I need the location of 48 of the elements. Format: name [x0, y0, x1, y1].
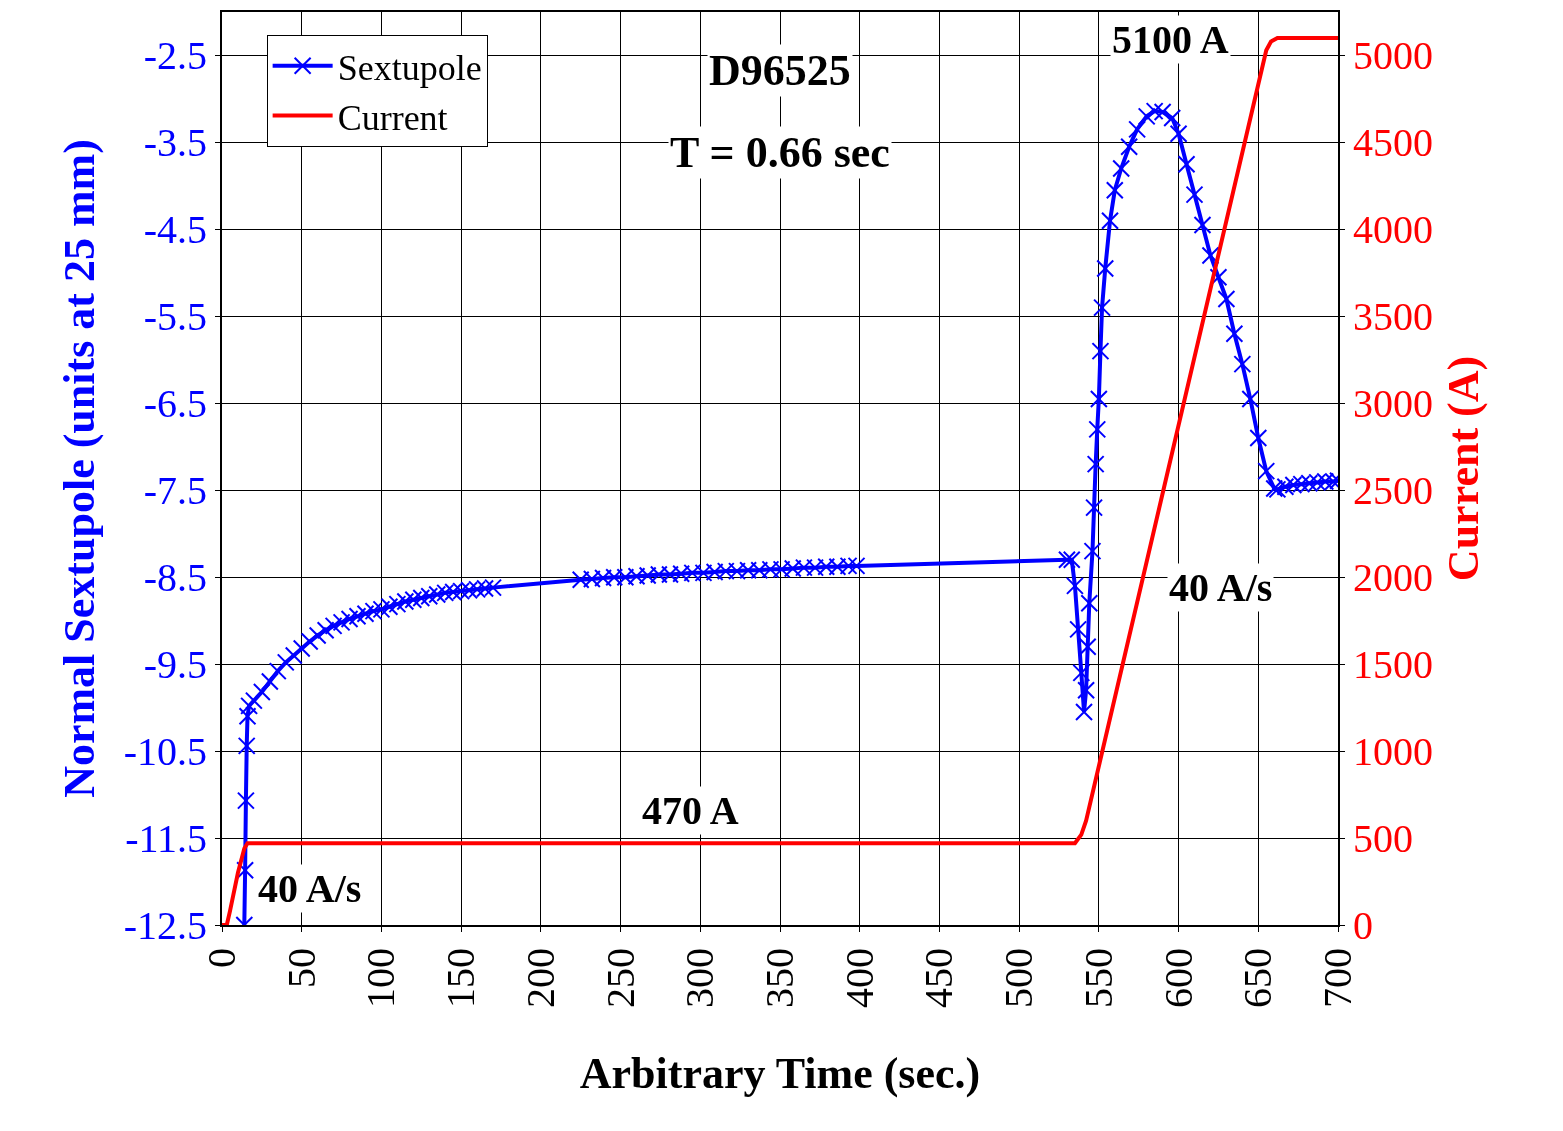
x-tick-label: 450: [916, 948, 962, 1008]
y-tick-label: -12.5: [123, 903, 207, 948]
y2-tick-label: 3500: [1353, 294, 1433, 340]
text: D96525: [709, 46, 851, 95]
x-tick-label: 700: [1315, 948, 1360, 1008]
y-tick-label: -5.5: [143, 294, 207, 340]
x-axis-title: Arbitrary Time (sec.): [579, 1048, 981, 1098]
y-tick-label: -9.5: [143, 642, 207, 688]
legend-label: Current: [337, 97, 448, 138]
x-tick-label: 350: [757, 948, 802, 1008]
y-tick-label: -11.5: [125, 816, 207, 862]
annotation: 40 A/s: [258, 866, 362, 911]
x-tick-label: 200: [517, 948, 563, 1008]
y2-tick-label: 3000: [1353, 381, 1433, 427]
y2-tick-label: 5000: [1353, 33, 1433, 79]
y2-tick-label: 1500: [1353, 642, 1433, 688]
y-tick-label: -8.5: [143, 555, 207, 601]
y2-axis-title: Current (A): [1438, 355, 1488, 582]
y2-tick-label: 2000: [1353, 555, 1433, 601]
x-tick-label: 500: [996, 948, 1042, 1008]
annotation: 5100 A: [1112, 17, 1229, 62]
y2-tick-label: 2500: [1353, 468, 1433, 514]
x-tick-label: 250: [597, 948, 643, 1008]
y2-tick-label: 1000: [1353, 729, 1433, 775]
y-axis-title: Normal Sextupole (units at 25 mm): [55, 139, 105, 798]
y2-tick-label: 0: [1353, 903, 1373, 948]
y-tick-label: -3.5: [143, 120, 207, 166]
y-tick-label: -4.5: [143, 207, 207, 253]
y2-tick-label: 4500: [1353, 120, 1433, 166]
text: T = 0.66 sec: [670, 128, 890, 177]
x-tick-label: 550: [1075, 948, 1121, 1008]
y-tick-label: -10.5: [123, 729, 207, 775]
x-tick-label: 0: [199, 948, 244, 968]
annotation: 470 A: [642, 788, 739, 833]
x-tick-label: 150: [438, 948, 484, 1008]
x-tick-label: 50: [278, 948, 324, 988]
y-tick-label: -7.5: [143, 468, 207, 514]
y2-tick-label: 4000: [1353, 207, 1433, 253]
y-tick-label: -2.5: [143, 33, 207, 79]
x-tick-label: 400: [836, 948, 882, 1008]
x-tick-label: 300: [677, 948, 723, 1008]
y-tick-label: -6.5: [143, 381, 207, 427]
x-tick-label: 100: [358, 948, 404, 1008]
y2-tick-label: 500: [1353, 816, 1413, 862]
legend-label: Sextupole: [337, 47, 482, 88]
x-tick-label: 650: [1235, 948, 1281, 1008]
x-tick-label: 600: [1155, 948, 1201, 1008]
annotation: 40 A/s: [1169, 565, 1273, 610]
